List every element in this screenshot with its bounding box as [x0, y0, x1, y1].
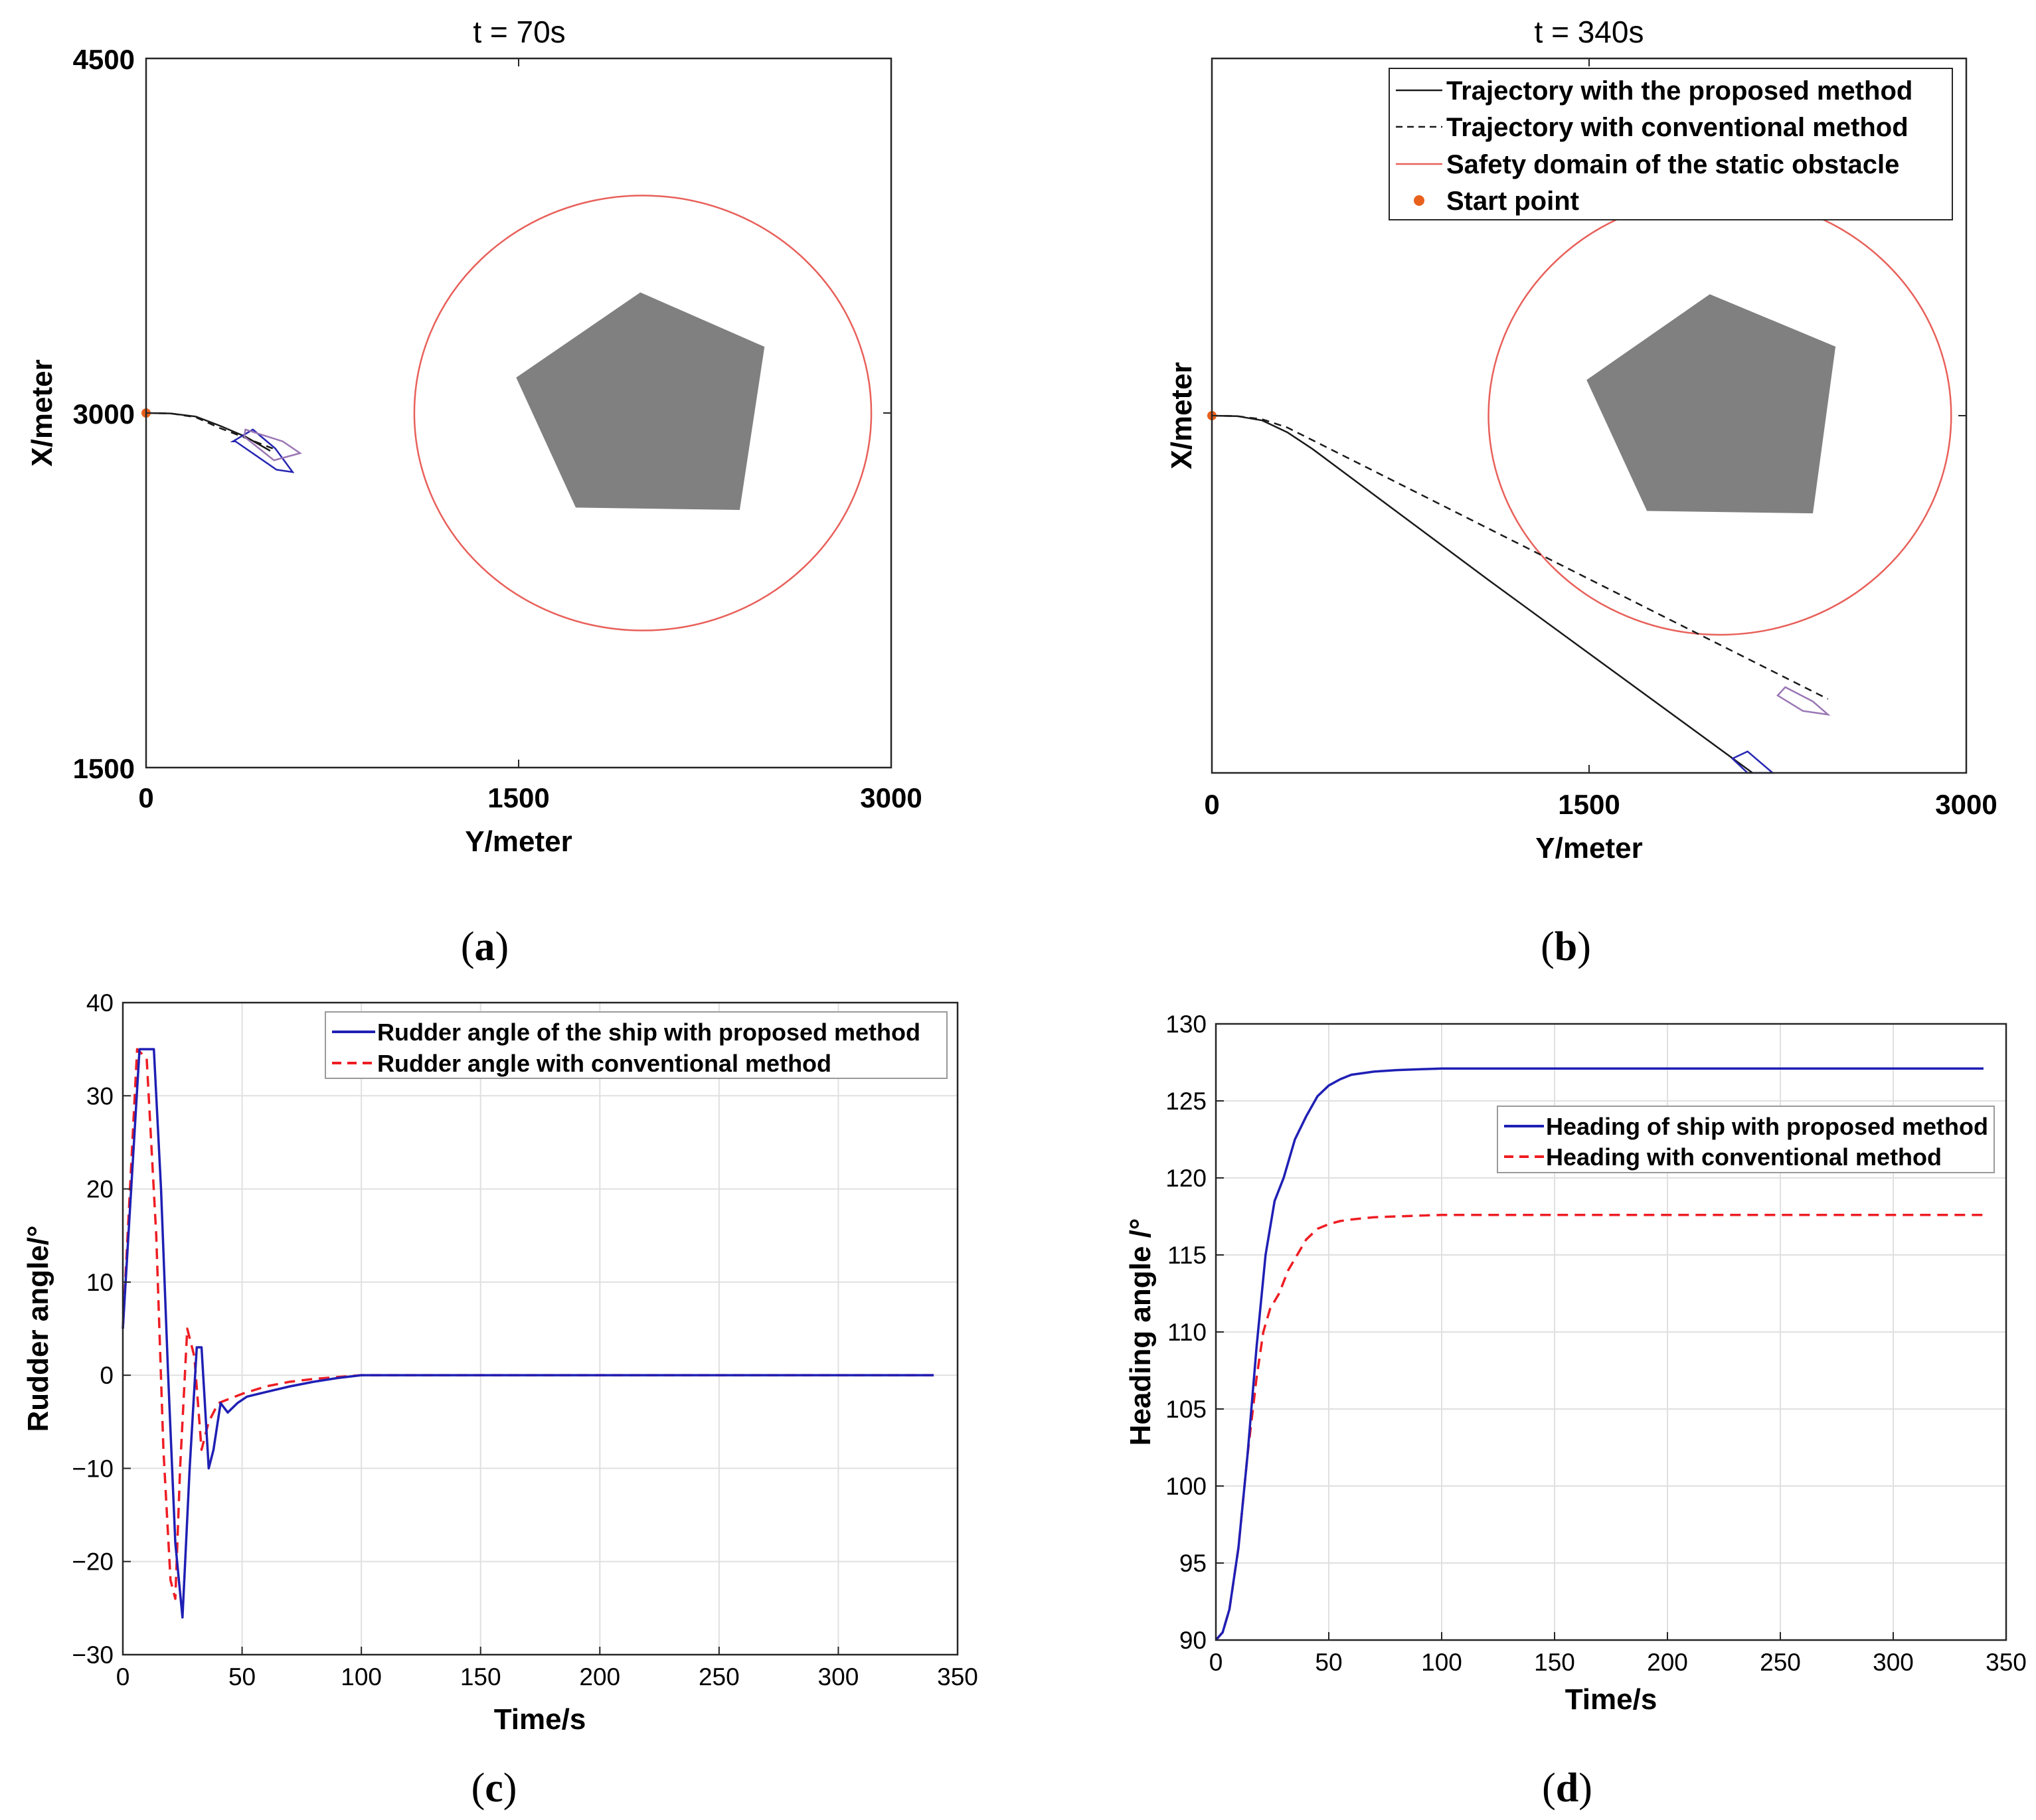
panel-d-legend-box [1497, 1106, 1995, 1173]
legend-label-safety: Safety domain of the static obstacle [1446, 150, 1899, 179]
panel-b-title: t = 340s [1535, 15, 1644, 49]
xtick-label: 100 [1421, 1649, 1462, 1676]
panel-a-caption: (a) [461, 924, 509, 969]
panel-a-caption-letter: a [475, 924, 495, 969]
panel-b-legend-box [1389, 68, 1953, 220]
xtick-label: 200 [1647, 1649, 1688, 1676]
trajectory-proposed [1211, 414, 1753, 774]
xtick-label: 300 [1873, 1649, 1914, 1676]
panel-b-legend: Trajectory with the proposed method Traj… [1389, 68, 1953, 220]
xtick-label: 50 [1315, 1649, 1342, 1676]
xtick-label: 300 [818, 1663, 859, 1691]
panel-a-ytick-label: 4500 [73, 44, 135, 75]
panel-a-title: t = 70s [473, 15, 565, 49]
safety-domain-circle [413, 195, 873, 631]
panel-d-ylabel: Heading angle /° [1124, 1218, 1157, 1446]
panel-a: t = 70s 4500 3000 1500 0 1500 3000 Y/met… [26, 15, 922, 969]
panel-b-xtick-label: 0 [1204, 789, 1219, 820]
legend-swatch-start [1414, 195, 1424, 206]
ytick-label: 90 [1179, 1627, 1207, 1654]
ytick-label: 130 [1165, 1011, 1207, 1038]
trajectory-conventional [1211, 414, 1829, 700]
panel-a-plot [141, 195, 873, 631]
panel-c-caption: (c) [471, 1766, 517, 1811]
ship-outline [1776, 686, 1831, 716]
xtick-label: 350 [937, 1663, 978, 1691]
ytick-label: 120 [1165, 1165, 1207, 1192]
ytick-label: 100 [1165, 1473, 1207, 1500]
ytick-label: 10 [86, 1269, 114, 1296]
ytick-label: 20 [86, 1176, 114, 1203]
xtick-label: 150 [460, 1663, 501, 1691]
ytick-label: 40 [86, 989, 114, 1017]
panel-a-ylabel: X/meter [26, 359, 58, 466]
legend-label-heading-conventional: Heading with conventional method [1546, 1143, 1942, 1171]
panel-d-plot [1215, 1067, 1984, 1641]
ship-outline [230, 428, 295, 473]
ytick-label: −30 [72, 1641, 114, 1669]
ytick-label: 30 [86, 1082, 114, 1110]
panel-a-ytick-label: 3000 [73, 398, 135, 430]
panel-b-xtick-label: 1500 [1558, 789, 1620, 820]
panel-c-axes-box [122, 1001, 959, 1656]
xtick-label: 350 [1986, 1649, 2027, 1676]
xtick-label: 250 [1760, 1649, 1801, 1676]
xtick-label: 150 [1534, 1649, 1575, 1676]
ytick-label: 105 [1165, 1396, 1207, 1423]
ship-outline [243, 428, 302, 461]
panel-b-caption-letter: b [1555, 924, 1577, 969]
panel-a-xtick-label: 0 [138, 782, 153, 813]
series-line-proposed [1215, 1067, 1984, 1641]
xtick-label: 0 [1209, 1649, 1223, 1676]
panel-d-caption-letter: d [1556, 1766, 1578, 1811]
ytick-label: 110 [1167, 1319, 1207, 1346]
trajectory-conventional [145, 412, 274, 450]
legend-label-rudder-conventional: Rudder angle with conventional method [377, 1050, 831, 1077]
static-obstacle [1586, 294, 1836, 514]
panel-c-plot [122, 1048, 934, 1619]
panel-b-ylabel: X/meter [1165, 362, 1198, 469]
panel-c-legend-box [325, 1011, 948, 1079]
legend-label-proposed: Trajectory with the proposed method [1446, 76, 1912, 106]
ytick-label: −10 [72, 1455, 114, 1482]
panel-c: 0 50 100 150 200 250 300 350−30−20−10010203040 … [22, 989, 978, 1811]
panel-b-xtick-label: 3000 [1935, 789, 1997, 820]
panel-c-ylabel: Rudder angle/° [22, 1226, 54, 1432]
panel-b: t = 340s 0 1500 3000 Y/meter X/meter Tra… [1165, 15, 1997, 969]
legend-label-rudder-proposed: Rudder angle of the ship with proposed m… [377, 1019, 920, 1046]
panel-c-caption-letter: c [485, 1766, 503, 1811]
legend-label-heading-proposed: Heading of ship with proposed method [1546, 1113, 1988, 1140]
ytick-label: 0 [100, 1362, 114, 1389]
xtick-label: 0 [116, 1663, 130, 1691]
panel-d: 0 50 100 150 200 250 300 350 90 95 100 105 110 115 120… [1124, 1011, 2027, 1811]
panel-a-xtick-label: 1500 [487, 782, 549, 813]
panel-a-xlabel: Y/meter [465, 825, 572, 858]
series-line-conventional [122, 1048, 934, 1600]
ytick-label: 125 [1165, 1088, 1207, 1115]
panel-a-ytick-label: 1500 [73, 753, 135, 784]
xtick-label: 250 [699, 1663, 740, 1691]
xtick-label: 100 [341, 1663, 382, 1691]
ytick-label: 115 [1167, 1242, 1207, 1269]
panel-b-caption: (b) [1541, 924, 1591, 969]
panel-d-legend: Heading of ship with proposed method Hea… [1497, 1106, 1995, 1173]
panel-d-caption: (d) [1542, 1766, 1592, 1811]
ytick-label: 95 [1179, 1550, 1207, 1577]
panel-a-xtick-label: 3000 [860, 782, 922, 813]
xtick-label: 200 [579, 1663, 620, 1691]
panel-b-xlabel: Y/meter [1535, 832, 1642, 865]
panel-d-xlabel: Time/s [1565, 1683, 1657, 1716]
legend-label-start: Start point [1446, 187, 1579, 216]
static-obstacle [516, 292, 765, 510]
xtick-label: 50 [228, 1663, 256, 1691]
panel-c-xlabel: Time/s [494, 1703, 586, 1736]
panel-c-legend: Rudder angle of the ship with proposed m… [325, 1011, 948, 1079]
series-line-proposed [122, 1048, 934, 1619]
panel-c-ticks: 0 50 100 150 200 250 300 350 −30 −20 −10 0 10 20 30 40 [72, 989, 978, 1691]
legend-label-conventional: Trajectory with conventional method [1446, 113, 1909, 142]
panel-d-ticks: 0 50 100 150 200 250 300 350 90 95 100 105 110 115 120… [1165, 1011, 2027, 1676]
ytick-label: −20 [72, 1548, 114, 1576]
